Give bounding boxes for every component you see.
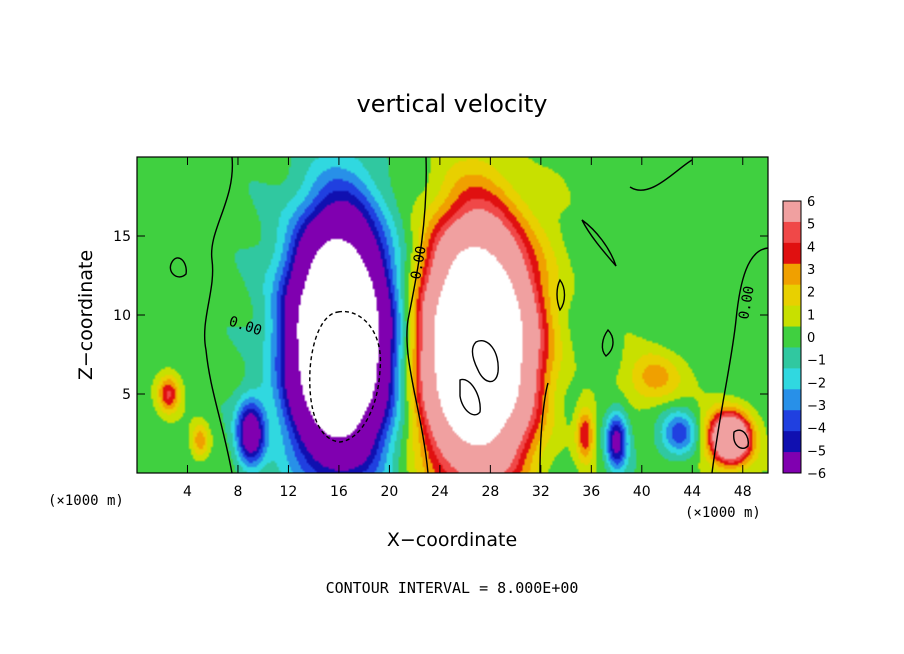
colorbar-swatch [783,242,801,265]
zero-contour-line [406,157,429,473]
x-tick-label: 40 [633,484,651,500]
zero-contour-line [556,278,566,312]
negative-contour-line [309,310,382,443]
y-axis-label: Z−coordinate [75,250,97,380]
colorbar-label: 0 [807,331,815,346]
zero-contour-line [204,157,234,473]
colorbar-swatch [783,431,801,453]
colorbar-swatch [783,368,801,390]
y-tick-label: 5 [122,387,131,403]
colorbar-label: −1 [807,354,826,369]
colorbar-swatch [783,452,801,474]
colorbar-swatch [783,305,801,328]
y-tick-label: 15 [113,229,131,245]
zero-contour-line [169,257,187,278]
colorbar-label: −6 [807,467,826,482]
zero-contour-line [733,429,749,450]
x-tick-label: 4 [183,484,192,500]
colorbar-frame [782,200,802,474]
x-tick-label: 12 [280,484,298,500]
colorbar-swatch [783,284,801,307]
x-unit-label-left: (×1000 m) [48,493,124,509]
zero-contour-line [581,219,617,267]
y-axis-ticks: 5 10 15 [113,229,768,403]
x-unit-label-right: (×1000 m) [685,505,761,521]
zero-contour-line [711,247,768,473]
x-tick-label: 24 [431,484,449,500]
plot-area: 0.00 0.00 0.00 [136,156,769,474]
colorbar-label: 3 [807,263,815,278]
x-tick-label: 44 [683,484,701,500]
x-tick-label: 36 [582,484,600,500]
colorbar-label: 6 [807,195,815,210]
x-axis-label: X−coordinate [387,529,517,551]
zero-contour-line [539,159,693,473]
chart-title: vertical velocity [357,90,548,118]
contour-label: 0.00 [736,285,758,321]
colorbar-swatch [783,389,801,411]
colorbar-label: −5 [807,444,826,459]
colorbar-label: −2 [807,376,826,391]
contour-interval-note: CONTOUR INTERVAL = 8.000E+00 [326,579,579,597]
x-tick-label: 8 [233,484,242,500]
colorbar-label: 1 [807,308,815,323]
colorbar-label: 5 [807,218,815,233]
colorbar-swatch [783,221,801,244]
heatmap-field [137,157,768,473]
colorbar-swatch [783,201,801,223]
colorbar-swatch [783,410,801,432]
colorbar-label: 2 [807,286,815,301]
x-tick-label: 28 [481,484,499,500]
zero-contour-line [601,328,614,357]
x-axis-ticks: 4 8 12 16 20 24 28 32 36 40 44 48 [183,157,752,500]
zero-contour-line [459,378,481,416]
x-tick-label: 20 [380,484,398,500]
colorbar-swatch [783,263,801,286]
colorbar-swatch [783,326,801,348]
x-tick-label: 48 [734,484,752,500]
contour-lines [169,157,768,473]
colorbar-swatch [783,347,801,369]
zero-contour-line [471,340,499,383]
x-tick-label: 16 [330,484,348,500]
colorbar-label: 4 [807,240,815,255]
y-tick-label: 10 [113,308,131,324]
x-tick-label: 32 [532,484,550,500]
colorbar: 6 5 4 3 2 1 0 −1 −2 −3 −4 −5 −6 [782,195,826,482]
colorbar-label: −4 [807,422,826,437]
colorbar-label: −3 [807,399,826,414]
contour-label: 0.00 [408,245,430,281]
